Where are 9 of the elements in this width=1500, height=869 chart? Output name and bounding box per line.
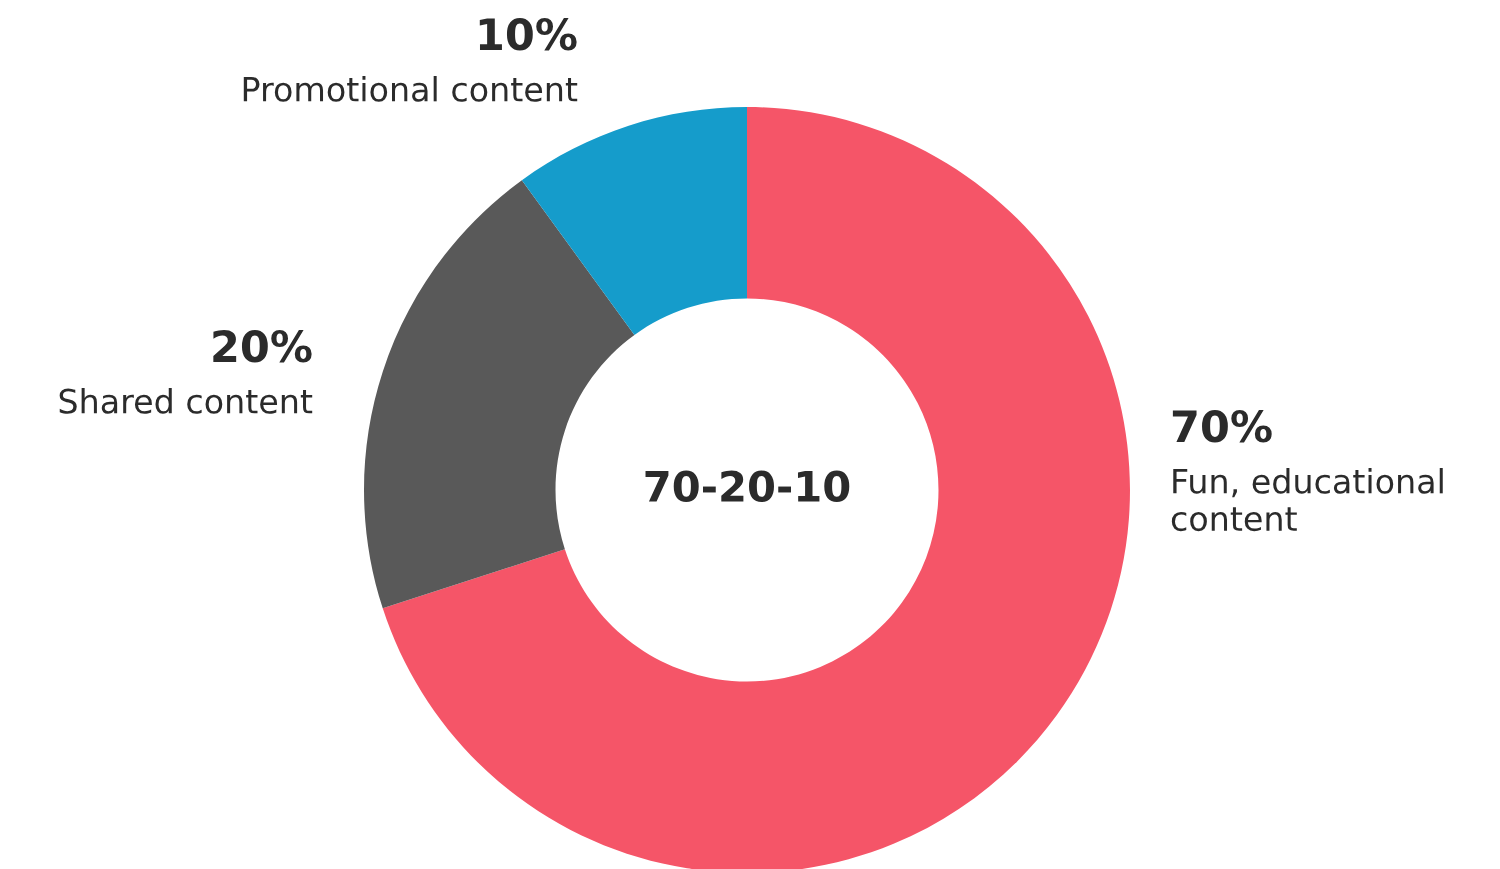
data-label: 20% bbox=[213, 329, 312, 363]
text: 70-20-10 bbox=[645, 470, 850, 503]
donut-slice bbox=[521, 107, 747, 336]
slice-label: Shared content bbox=[59, 388, 313, 414]
donut-slice bbox=[364, 180, 635, 609]
slice-label: Fun, educational content bbox=[1171, 468, 1443, 532]
data-label: 70% bbox=[1172, 409, 1272, 443]
data-label: 10% bbox=[479, 17, 577, 51]
slice-label: Promotional content bbox=[243, 76, 578, 102]
